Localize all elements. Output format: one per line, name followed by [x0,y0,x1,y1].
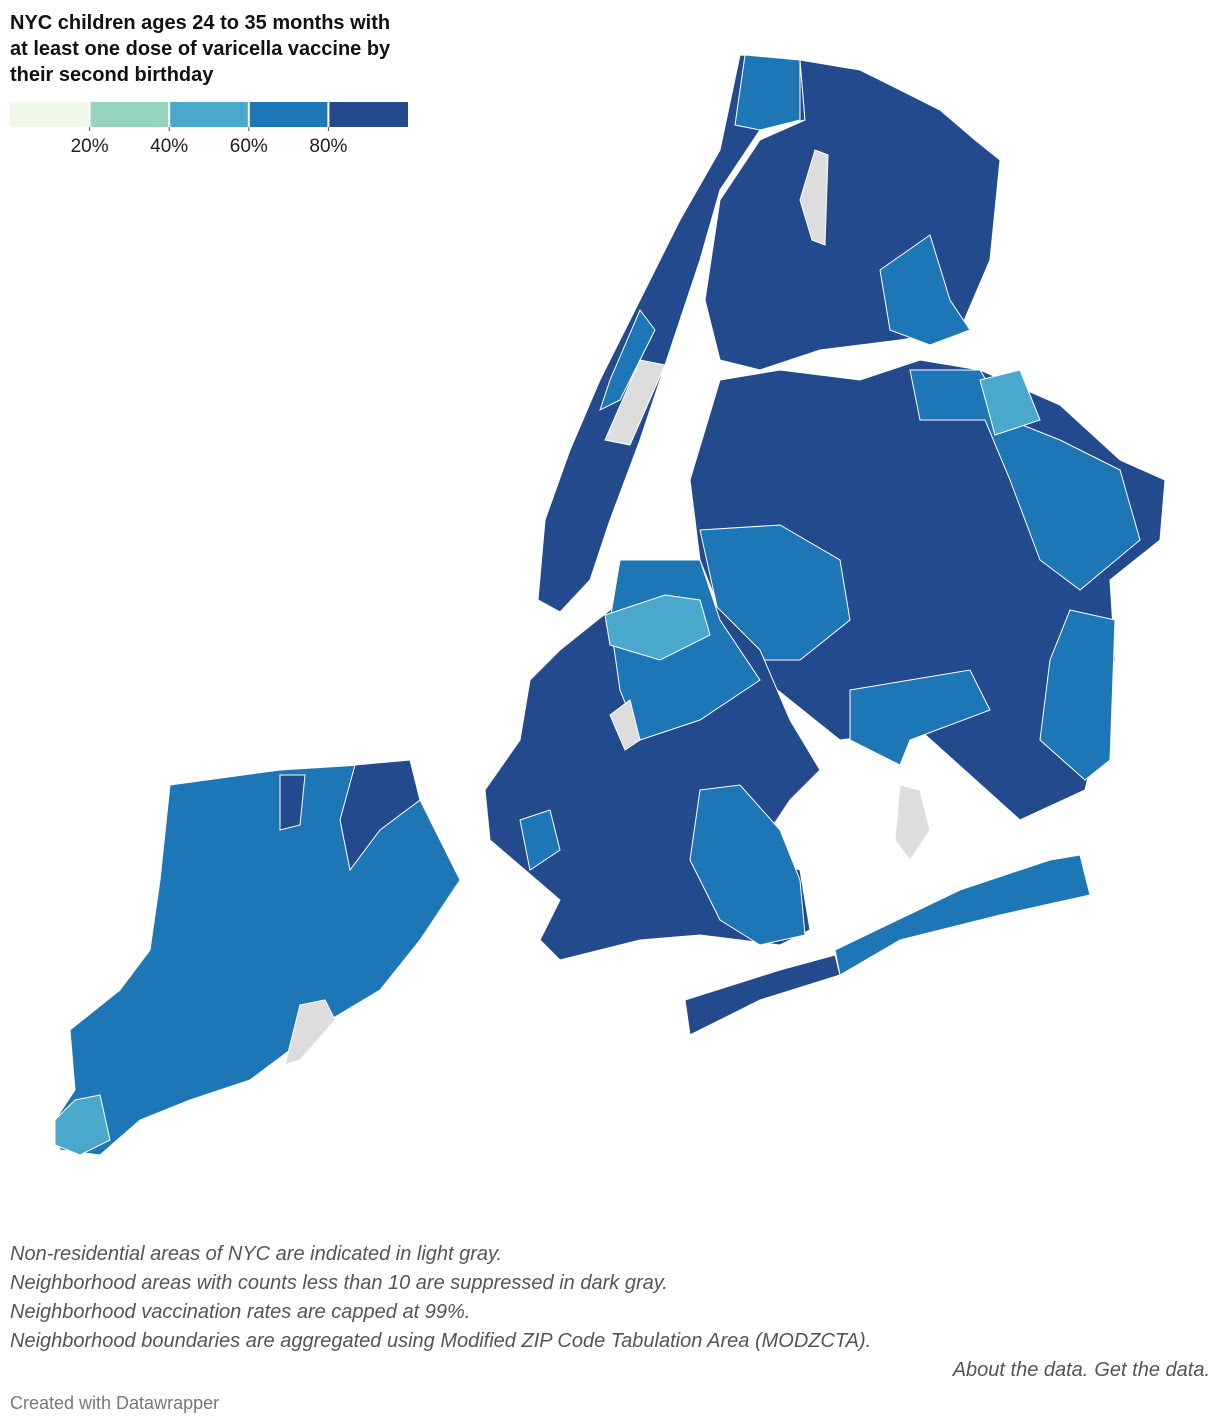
rockaway [684,954,841,1036]
staten-island-north [339,759,421,872]
credit: Created with Datawrapper [10,1393,220,1413]
prospect-park [609,699,641,751]
central-park [604,359,666,446]
manhattan [537,54,806,613]
map [54,54,1166,1156]
staten-island [54,759,461,1156]
staten-island-nw [279,774,306,831]
title: NYC children ages 24 to 35 months with a… [10,12,391,86]
manhattan-west [599,309,656,411]
legend-swatch [10,102,89,127]
queens-south [849,669,991,766]
staten-island-south [54,1094,111,1156]
note: Non-residential areas of NYC are indicat… [10,1243,503,1265]
legend-tick-label: 40% [150,136,188,157]
notes: Non-residential areas of NYC are indicat… [10,1240,1210,1385]
legend-swatch [329,102,408,127]
note: Neighborhood areas with counts less than… [10,1272,668,1294]
legend-tick-label: 80% [309,136,347,157]
legend: 20% 40% 60% 80% [10,102,408,157]
fresh-kills [284,999,336,1066]
note: Neighborhood boundaries are aggregated u… [10,1330,872,1352]
bronx-east [879,234,971,346]
brooklyn-light [604,594,711,661]
note: Neighborhood vaccination rates are cappe… [10,1301,471,1323]
jamaica-bay [894,784,931,861]
legend-swatch [249,102,328,127]
legend-swatch [170,102,248,127]
rockaway-east [834,854,1091,976]
brooklyn-sw [519,809,561,871]
legend-swatch [90,102,169,127]
van-cortlandt [799,149,829,246]
link[interactable]: Get the data. [1094,1359,1210,1381]
legend-tick-label: 20% [71,136,109,157]
queens-ne-light [979,369,1041,436]
queens-se [1039,609,1116,781]
links: About the data. Get the data. [10,1356,1210,1385]
link[interactable]: About the data. [952,1359,1089,1381]
legend-tick-label: 60% [230,136,268,157]
bronx-nw [734,54,801,131]
brooklyn-se [689,784,806,946]
